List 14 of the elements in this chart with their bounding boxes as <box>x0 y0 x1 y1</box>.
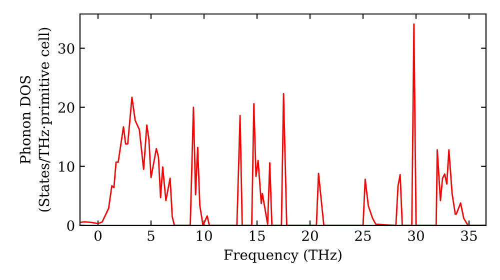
x-axis-title: Frequency (THz) <box>224 249 342 263</box>
y-axis-title: Phonon DOS (States/THz·primitive cell) <box>20 28 52 212</box>
y-tick-label: 20 <box>58 102 74 113</box>
x-tick-label: 20 <box>302 230 318 242</box>
x-tick-label: 35 <box>461 230 477 242</box>
x-tick-label: 10 <box>196 230 212 242</box>
x-tick-label: 25 <box>355 230 371 242</box>
x-tick-label: 30 <box>408 230 424 242</box>
y-tick-label: 30 <box>58 43 74 54</box>
x-tick-label: 15 <box>250 230 265 242</box>
y-tick-label: 10 <box>59 161 74 172</box>
y-tick-label: 0 <box>67 220 74 231</box>
x-tick-label: 0 <box>94 230 102 242</box>
x-tick-label: 5 <box>148 230 154 242</box>
